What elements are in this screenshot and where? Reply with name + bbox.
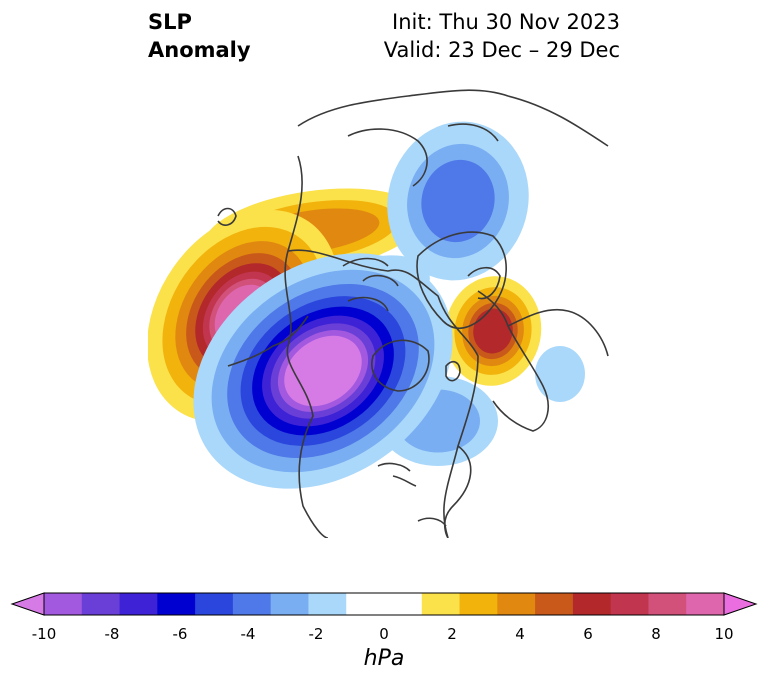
coastline-scandinavia [467, 266, 501, 300]
coastline-uk [445, 360, 461, 382]
atlantic-low-contour [535, 346, 585, 402]
coastlines [217, 89, 609, 538]
colorbar-tick-label: -8 [104, 625, 120, 643]
colorbar-scale [10, 592, 758, 616]
colorbar-bin [497, 593, 536, 615]
colorbar-bin [572, 593, 612, 615]
colorbar-tick-label: 0 [379, 625, 389, 643]
title-variable: SLP [148, 10, 192, 34]
coastline-hudson-bay [371, 339, 430, 392]
colorbar-bin [346, 593, 385, 615]
colorbar-outline [43, 592, 725, 616]
title-anomaly: Anomaly [148, 38, 251, 62]
coastline-alaska [227, 315, 309, 367]
colorbar-bin [421, 593, 461, 615]
colorbar-tick-label: 2 [447, 625, 457, 643]
colorbar-bin [384, 593, 423, 615]
map-panel [148, 66, 620, 538]
coastline-north-america [284, 155, 479, 538]
coastline-arctic-islands [342, 257, 399, 312]
colorbar-bin [535, 593, 574, 615]
colorbar-tick-label: -4 [240, 625, 256, 643]
colorbar-tick-label: 4 [515, 625, 525, 643]
anomaly-map [148, 66, 620, 538]
colorbar-bin [308, 593, 347, 615]
colorbar-bin [44, 593, 83, 615]
colorbar-bin [232, 593, 272, 615]
coastline-greenland [416, 231, 507, 330]
colorbar-tick-label: 6 [583, 625, 593, 643]
colorbar-tick-label: -2 [308, 625, 324, 643]
coastline-great-lakes [377, 462, 417, 487]
colorbar-tick-label: 8 [651, 625, 661, 643]
coastline-us-east [444, 445, 472, 538]
colorbar-bin [81, 593, 121, 615]
colorbar-bin [119, 593, 158, 615]
valid-range: Valid: 23 Dec – 29 Dec [383, 38, 620, 62]
coastline-caribbean [417, 517, 447, 527]
coastline-siberia [347, 123, 499, 187]
colorbar [10, 590, 758, 626]
colorbar-bin [270, 593, 309, 615]
colorbar-tick-label: -10 [31, 625, 57, 643]
colorbar-bin [648, 593, 687, 615]
map-title-left: SLP Anomaly [148, 8, 251, 64]
colorbar-bin [195, 593, 234, 615]
colorbar-units: hPa [363, 646, 405, 671]
colorbar-tick-label: -6 [172, 625, 188, 643]
colorbar-bin [610, 593, 649, 615]
anomaly-contours [148, 121, 585, 489]
coastline-japan [217, 207, 237, 226]
colorbar-extend-min [10, 592, 45, 616]
map-title-right: Init: Thu 30 Nov 2023 Valid: 23 Dec – 29… [384, 8, 620, 64]
colorbar-tick-label: 10 [714, 625, 734, 643]
colorbar-bin [157, 593, 196, 615]
colorbar-bin [686, 593, 725, 615]
europe-high-contour [473, 308, 513, 354]
init-date: Init: Thu 30 Nov 2023 [392, 10, 620, 34]
coastline-eurasia [297, 89, 609, 432]
colorbar-bin [459, 593, 498, 615]
russia-low-contour [421, 159, 495, 243]
colorbar-extend-max [723, 592, 758, 616]
